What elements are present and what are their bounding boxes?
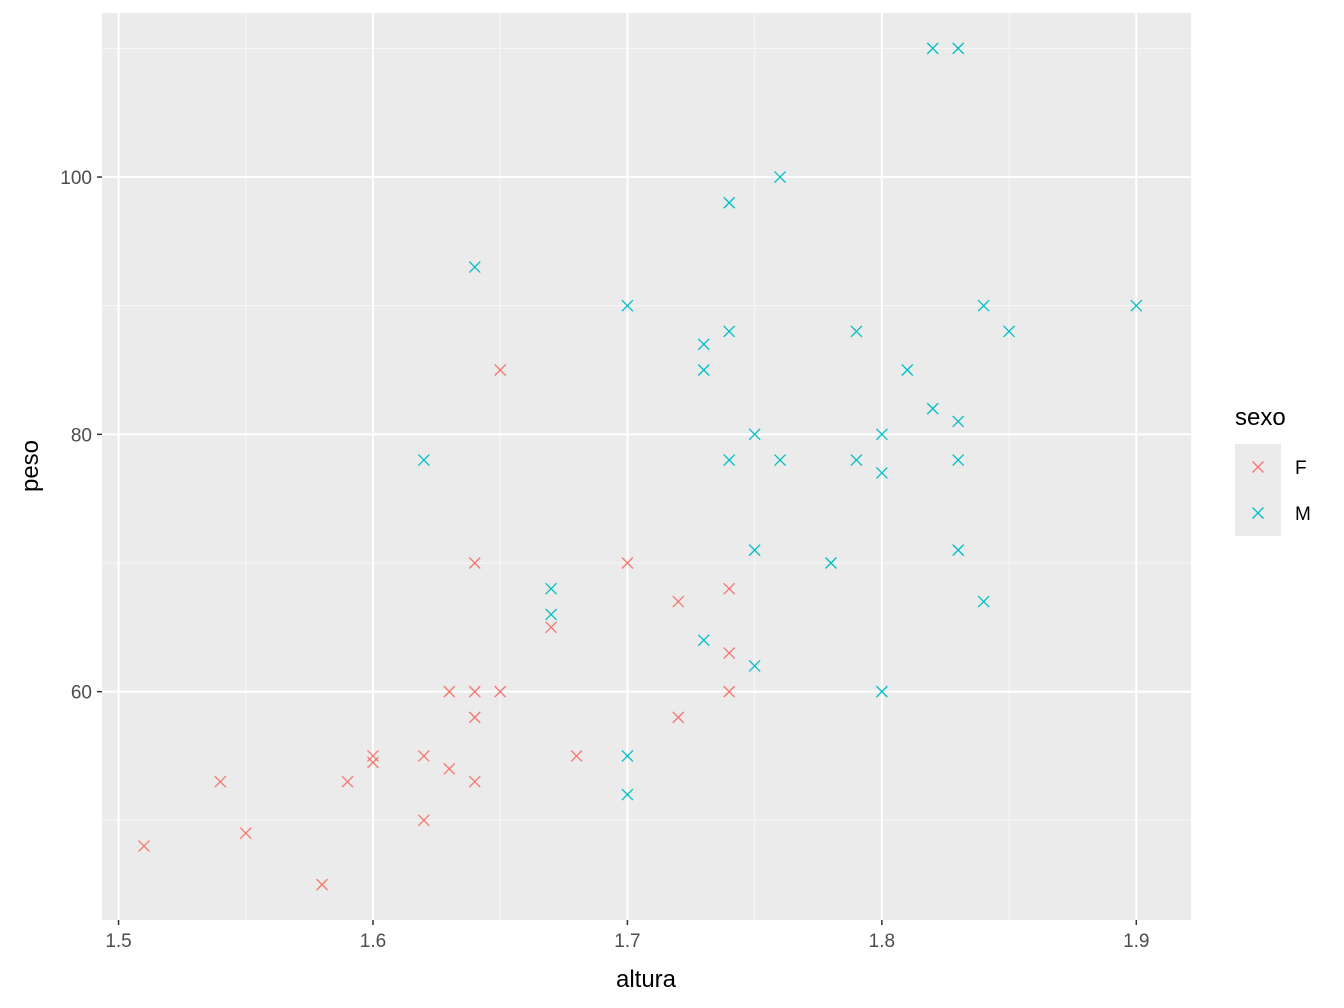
data-point-m: [748, 544, 761, 557]
data-point-f: [570, 750, 583, 762]
data-point-f: [417, 750, 430, 762]
data-point-m: [926, 402, 939, 415]
data-point-f: [468, 711, 481, 724]
data-point-m: [952, 454, 965, 467]
data-point-f: [723, 582, 736, 595]
data-point-f: [138, 840, 150, 852]
data-point-m: [621, 299, 634, 312]
legend-items: FM: [1235, 444, 1311, 536]
data-point-f: [494, 364, 507, 376]
data-point-m: [697, 634, 710, 647]
data-point-m: [850, 454, 863, 467]
data-point-f: [417, 814, 430, 827]
data-point-f: [341, 775, 354, 788]
data-point-m: [723, 325, 736, 338]
data-point-m: [545, 582, 558, 595]
data-point-f: [316, 878, 329, 891]
data-point-f: [468, 775, 481, 788]
data-point-f: [621, 557, 634, 569]
data-point-m: [697, 364, 710, 376]
data-points: [138, 42, 1143, 891]
x-tick-label: 1.9: [1123, 931, 1149, 952]
data-point-m: [926, 42, 939, 55]
legend: sexo FM: [1235, 404, 1311, 536]
data-point-m: [723, 454, 736, 467]
x-tick-label: 1.8: [869, 931, 895, 952]
data-point-m: [723, 196, 736, 209]
data-point-m: [825, 557, 837, 569]
data-point-f: [494, 685, 507, 698]
data-point-m: [901, 364, 914, 376]
data-point-m: [774, 454, 787, 467]
data-point-m: [952, 415, 965, 428]
data-point-f: [672, 711, 685, 724]
data-point-m: [952, 544, 965, 557]
y-tick-label: 80: [71, 425, 92, 446]
data-point-m: [748, 659, 761, 672]
data-point-m: [977, 595, 990, 608]
data-point-f: [723, 647, 736, 660]
data-point-m: [1003, 325, 1016, 338]
data-point-m: [774, 171, 787, 183]
legend-label-m: M: [1295, 504, 1311, 525]
y-tick-label: 60: [71, 683, 92, 704]
data-point-f: [443, 762, 456, 775]
data-point-m: [875, 428, 888, 441]
legend-label-f: F: [1295, 458, 1307, 479]
x-tick-label: 1.7: [614, 931, 640, 952]
data-point-m: [697, 338, 710, 351]
x-axis-title: altura: [616, 966, 677, 993]
data-point-f: [723, 685, 736, 698]
x-tick-label: 1.6: [360, 931, 386, 952]
data-point-f: [443, 685, 456, 698]
data-point-f: [545, 621, 558, 634]
data-point-m: [952, 42, 965, 55]
data-point-m: [545, 608, 558, 621]
grid-major: [102, 13, 1191, 920]
data-point-m: [875, 685, 888, 698]
data-point-m: [977, 299, 990, 312]
data-point-m: [1130, 299, 1143, 312]
data-point-m: [621, 788, 634, 801]
data-point-m: [748, 428, 761, 441]
data-point-f: [367, 756, 379, 769]
legend-key-m-icon: [1252, 507, 1264, 519]
x-axis-ticks: 1.5 1.6 1.7 1.8 1.9: [105, 920, 1150, 952]
data-point-f: [468, 557, 481, 569]
y-axis-ticks: 60 80 100: [60, 168, 102, 704]
data-point-m: [417, 454, 430, 467]
data-point-m: [875, 466, 888, 479]
y-axis-title: peso: [17, 440, 44, 492]
data-point-f: [468, 685, 481, 698]
data-point-f: [239, 827, 252, 840]
y-tick-label: 100: [60, 168, 92, 189]
data-point-f: [672, 595, 685, 608]
x-tick-label: 1.5: [105, 931, 131, 952]
plot-panel: [102, 13, 1191, 920]
legend-key-f-icon: [1252, 461, 1264, 473]
data-point-f: [214, 775, 227, 788]
data-point-m: [621, 750, 634, 762]
grid-minor: [102, 13, 1191, 920]
data-point-m: [468, 261, 481, 274]
data-point-m: [850, 325, 863, 338]
legend-title: sexo: [1235, 404, 1286, 431]
